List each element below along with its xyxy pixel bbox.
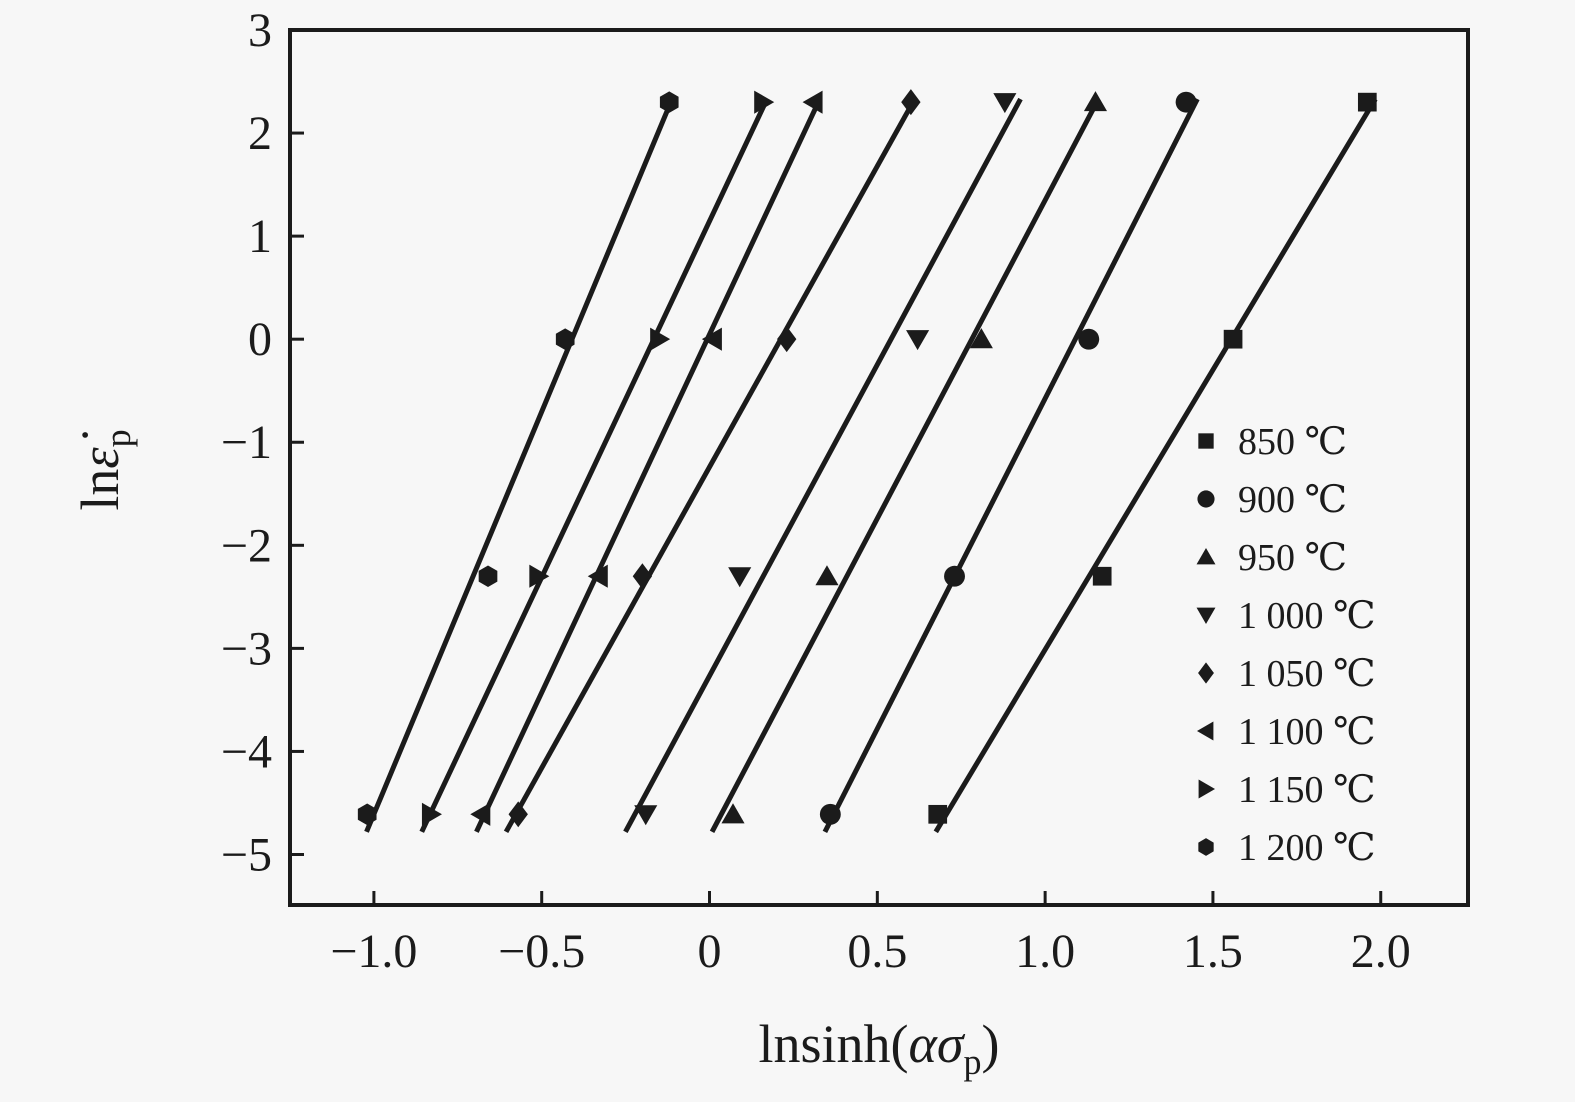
- data-point-marker: [701, 327, 722, 351]
- fit-line: [419, 97, 770, 833]
- legend-marker-triangle-up: [1196, 547, 1216, 565]
- x-tick-label: 0.5: [847, 925, 907, 978]
- legend-item: 900 ℃: [1197, 479, 1347, 521]
- data-point-marker: [470, 802, 491, 826]
- fit-line: [364, 98, 675, 833]
- y-tick-label: −4: [221, 725, 272, 778]
- legend-marker-circle: [1197, 490, 1215, 508]
- data-point-marker: [1357, 92, 1377, 112]
- data-point-marker: [478, 565, 498, 588]
- fit-line: [474, 97, 823, 833]
- data-point-marker: [901, 89, 921, 116]
- y-tick-label: −3: [221, 622, 272, 675]
- y-axis-label: lnε̇p: [70, 429, 138, 510]
- legend-label: 1 050 ℃: [1238, 653, 1376, 695]
- data-point-marker: [1223, 329, 1243, 349]
- data-point-marker: [1092, 566, 1112, 586]
- data-point-marker: [650, 327, 671, 351]
- legend-marker-triangle-left: [1196, 721, 1214, 741]
- data-point-marker: [802, 90, 823, 114]
- data-point-marker: [721, 803, 745, 824]
- data-point-marker: [1078, 328, 1100, 350]
- legend-label: 1 000 ℃: [1238, 595, 1376, 637]
- fit-line: [709, 97, 1101, 833]
- data-point-marker: [928, 804, 948, 824]
- data-point-marker: [587, 564, 608, 588]
- legend-item: 1 050 ℃: [1198, 653, 1376, 695]
- legend-item: 950 ℃: [1196, 537, 1347, 579]
- x-tick-label: −0.5: [498, 925, 585, 978]
- legend-label: 850 ℃: [1238, 421, 1347, 463]
- legend-label: 1 200 ℃: [1238, 827, 1376, 869]
- x-axis-label: lnsinh(ασp): [759, 1014, 1000, 1082]
- legend-marker-triangle-right: [1198, 779, 1216, 799]
- data-point-marker: [969, 328, 993, 349]
- data-point-marker: [421, 802, 442, 826]
- data-point-marker: [819, 803, 841, 825]
- axes-layer: −1.0 −0.5 0 0.5 1.0 1.5 2.0 3 2 1 0 −1 −2 −3 −4 −5 lnsin…: [70, 4, 1470, 1082]
- legend-marker-square: [1198, 433, 1214, 449]
- data-point-marker: [754, 90, 775, 114]
- data-point-marker: [634, 805, 658, 826]
- data-point-marker: [777, 326, 797, 353]
- legend-item: 850 ℃: [1198, 421, 1347, 463]
- plot-border: [288, 28, 1470, 907]
- data-point-marker: [1175, 91, 1197, 113]
- fit-line: [933, 97, 1378, 834]
- y-tick-label: −1: [221, 416, 272, 469]
- fit-lines-layer: [364, 97, 1378, 834]
- legend-marker-hexagon: [1198, 838, 1214, 856]
- x-tick-label: 0: [698, 925, 722, 978]
- x-tick-label: 1.0: [1015, 925, 1075, 978]
- legend-item: 1 000 ℃: [1196, 595, 1376, 637]
- data-points-layer: [357, 89, 1377, 828]
- x-tick-label: −1.0: [330, 925, 417, 978]
- y-tick-label: 1: [248, 210, 272, 263]
- legend-label: 1 150 ℃: [1238, 769, 1376, 811]
- y-tick-label: −2: [221, 519, 272, 572]
- legend-label: 950 ℃: [1238, 537, 1347, 579]
- fit-line: [822, 97, 1200, 833]
- y-tick-label: 0: [248, 313, 272, 366]
- data-point-marker: [815, 565, 839, 586]
- legend-label: 1 100 ℃: [1238, 711, 1376, 753]
- fit-line: [503, 97, 917, 834]
- y-tick-label: 3: [248, 4, 272, 57]
- x-tick-label: 1.5: [1183, 925, 1243, 978]
- legend: 850 ℃ 900 ℃ 950 ℃ 1 000 ℃ 1 050 ℃ 1 100 ℃ 1 15…: [1196, 421, 1376, 869]
- data-point-marker: [529, 564, 550, 588]
- y-tick-label: −5: [221, 828, 272, 881]
- legend-marker-diamond: [1198, 662, 1214, 684]
- data-point-marker: [632, 563, 653, 590]
- legend-item: 1 200 ℃: [1198, 827, 1376, 869]
- y-tick-label: 2: [248, 107, 272, 160]
- legend-item: 1 150 ℃: [1198, 769, 1376, 811]
- data-point-marker: [1083, 91, 1108, 112]
- data-point-marker: [728, 567, 752, 588]
- legend-label: 900 ℃: [1238, 479, 1347, 521]
- data-point-marker: [659, 91, 679, 113]
- fit-line: [623, 97, 1023, 834]
- legend-marker-triangle-down: [1196, 607, 1216, 625]
- data-point-marker: [555, 328, 575, 350]
- data-point-marker: [906, 330, 930, 351]
- data-point-marker: [357, 803, 377, 826]
- data-point-marker: [944, 565, 965, 587]
- legend-item: 1 100 ℃: [1196, 711, 1376, 753]
- data-point-marker: [993, 93, 1017, 114]
- x-tick-label: 2.0: [1351, 925, 1411, 978]
- data-point-marker: [508, 801, 528, 828]
